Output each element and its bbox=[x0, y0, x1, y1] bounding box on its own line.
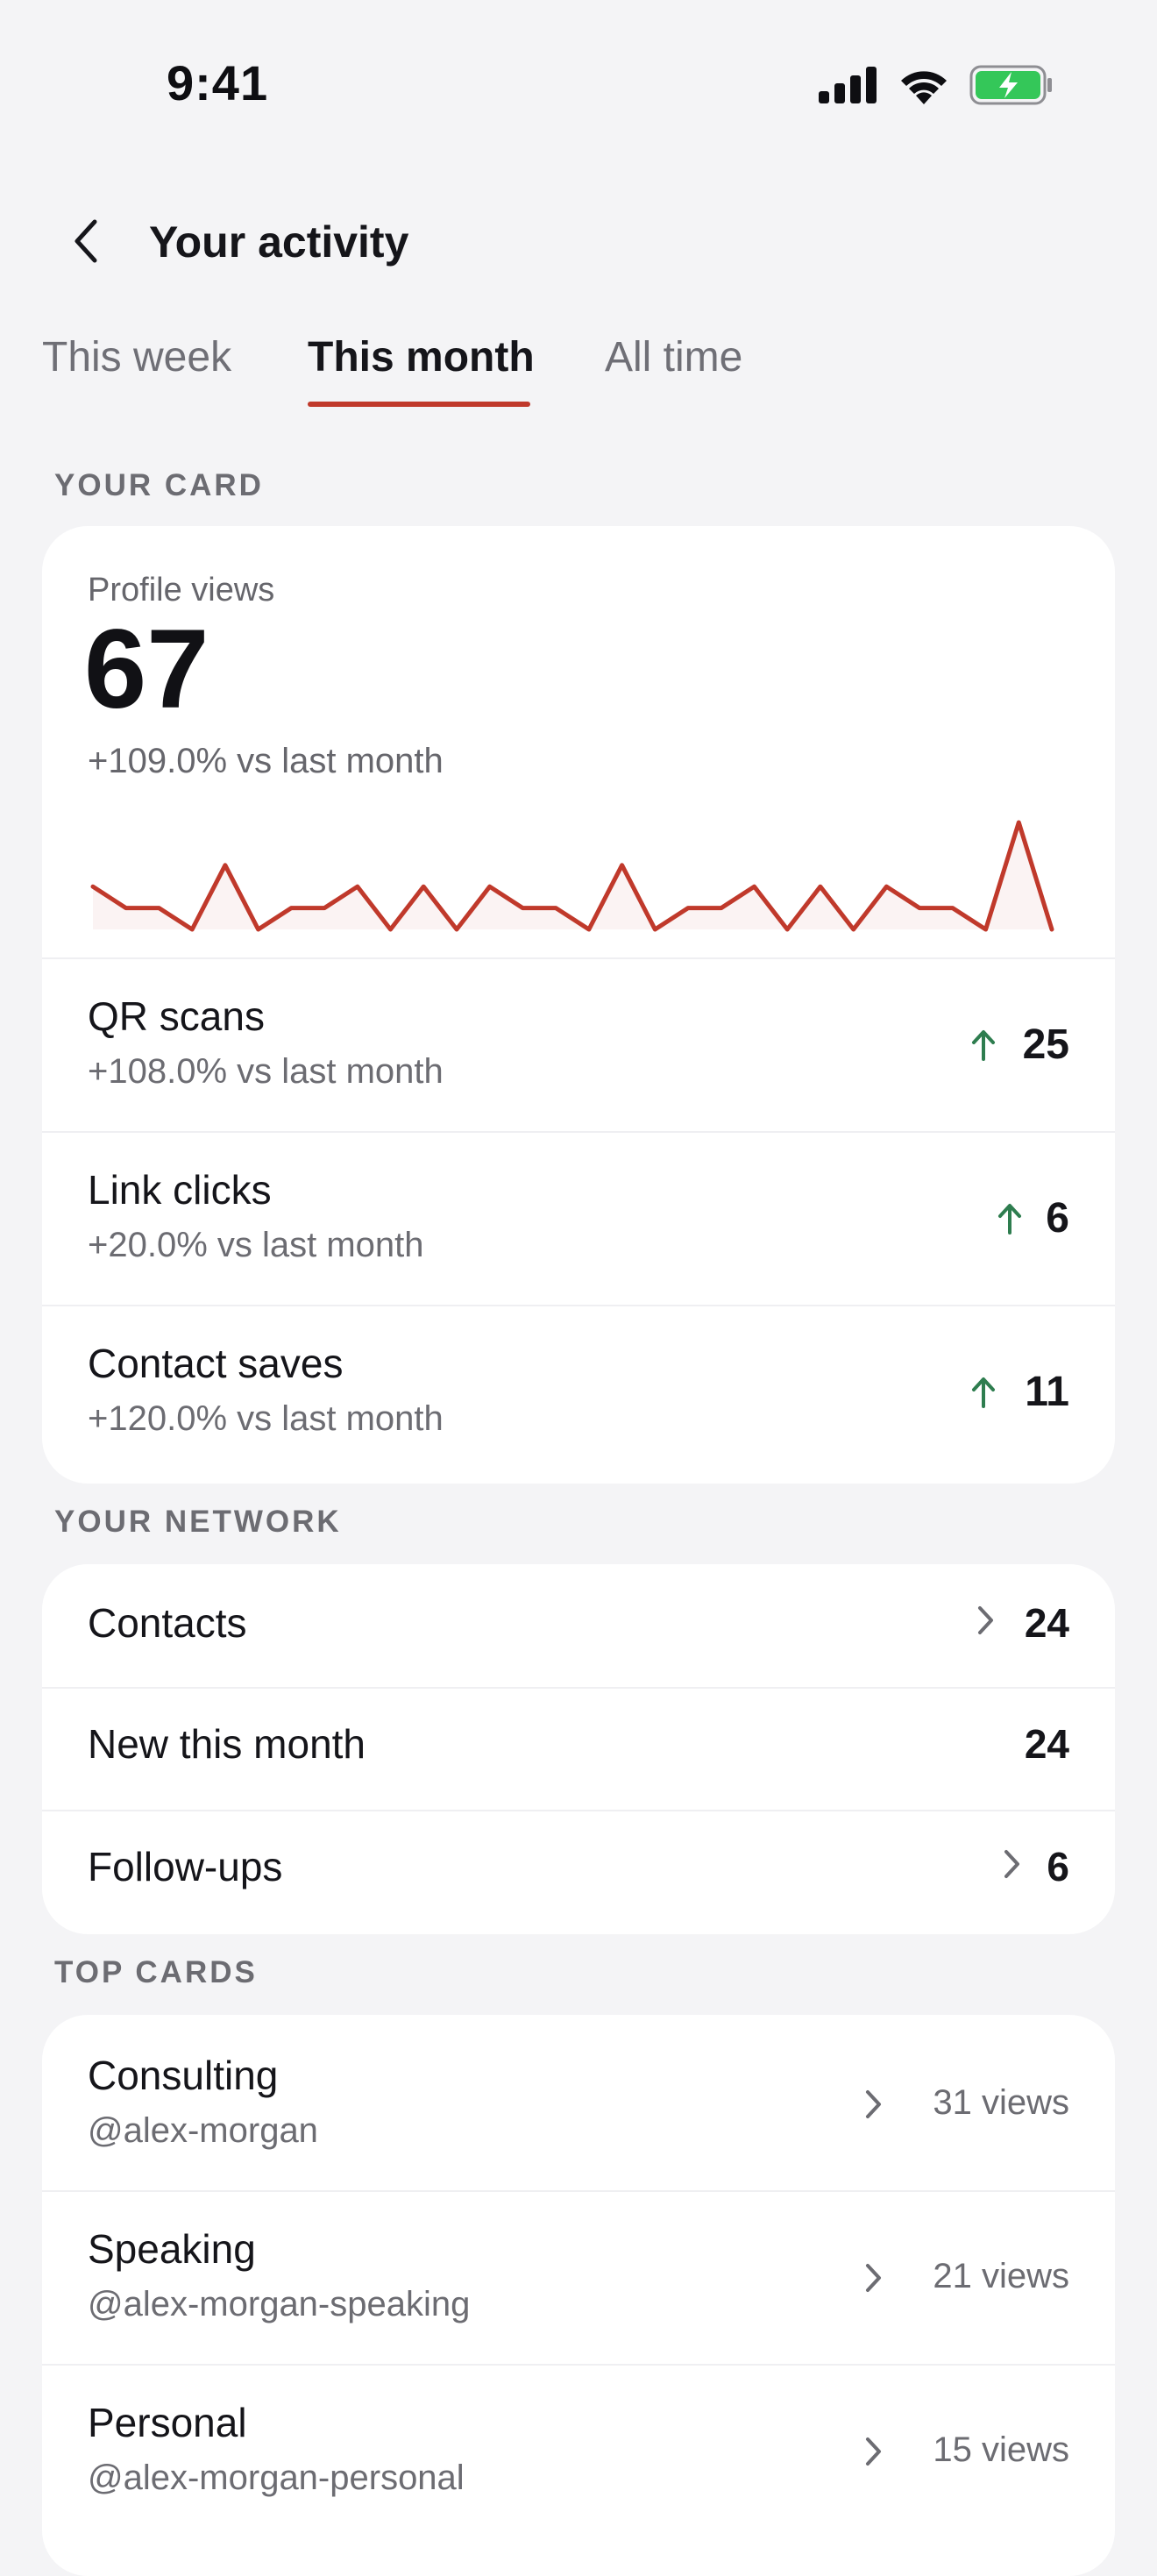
row-value: 24 bbox=[1024, 1600, 1069, 1646]
metric-title: Link clicks bbox=[88, 1167, 272, 1213]
metric-title: QR scans bbox=[88, 993, 265, 1039]
row-title: Contacts bbox=[88, 1600, 247, 1646]
top-card-views: 31 views bbox=[933, 2083, 1069, 2122]
arrow-up-icon bbox=[972, 1030, 995, 1061]
divider bbox=[42, 1810, 1115, 1811]
divider bbox=[42, 2364, 1115, 2366]
profile-views-label: Profile views bbox=[88, 572, 275, 608]
your-card-stats: Profile views 67 +109.0% vs last month Q… bbox=[42, 526, 1115, 1484]
chevron-right-icon bbox=[866, 2264, 881, 2292]
sparkline-area bbox=[93, 822, 1052, 929]
tab-this-month[interactable]: This month bbox=[308, 334, 535, 381]
top-cards-list: Consulting @alex-morgan 31 views Speakin… bbox=[42, 2015, 1115, 2576]
section-label-your-card: YOUR CARD bbox=[54, 468, 264, 502]
divider bbox=[42, 1131, 1115, 1133]
top-card-views: 21 views bbox=[933, 2257, 1069, 2295]
metric-value: 6 bbox=[1046, 1195, 1069, 1242]
top-card-title: Speaking bbox=[88, 2226, 256, 2272]
divider bbox=[42, 1305, 1115, 1306]
top-card-views: 15 views bbox=[933, 2430, 1069, 2469]
divider bbox=[42, 2190, 1115, 2192]
top-card-title: Personal bbox=[88, 2400, 247, 2445]
metric-value: 11 bbox=[1025, 1369, 1069, 1415]
profile-views-change: +109.0% vs last month bbox=[88, 742, 444, 780]
profile-views-value: 67 bbox=[84, 607, 209, 732]
top-card-title: Consulting bbox=[88, 2053, 279, 2098]
arrow-up-icon bbox=[998, 1204, 1021, 1235]
battery-charging-icon bbox=[969, 65, 1052, 105]
header: Your activity bbox=[0, 197, 1157, 285]
chevron-right-icon bbox=[866, 2090, 881, 2118]
chevron-right-icon bbox=[866, 2437, 881, 2466]
metric-change: +108.0% vs last month bbox=[88, 1052, 444, 1091]
chevron-right-icon bbox=[978, 1606, 993, 1634]
your-network-card: Contacts 24 New this month 24 Follow-ups… bbox=[42, 1564, 1115, 1934]
metric-change: +120.0% vs last month bbox=[88, 1399, 444, 1438]
top-card-handle: @alex-morgan-personal bbox=[88, 2459, 465, 2497]
status-time: 9:41 bbox=[167, 55, 269, 110]
section-label-top-cards: TOP CARDS bbox=[54, 1955, 258, 1989]
chevron-left-icon bbox=[75, 219, 97, 263]
status-icons bbox=[819, 65, 1054, 105]
section-label-your-network: YOUR NETWORK bbox=[54, 1505, 342, 1539]
active-tab-indicator bbox=[308, 402, 530, 407]
period-tabs: This week This month All time bbox=[0, 324, 1157, 412]
top-card-handle: @alex-morgan bbox=[88, 2111, 318, 2150]
row-title: New this month bbox=[88, 1721, 366, 1767]
tab-all-time[interactable]: All time bbox=[605, 334, 743, 381]
row-value: 24 bbox=[1024, 1721, 1069, 1767]
metric-title: Contact saves bbox=[88, 1341, 344, 1386]
divider bbox=[42, 957, 1115, 959]
chevron-right-icon bbox=[1004, 1850, 1019, 1878]
arrow-up-icon bbox=[972, 1377, 995, 1408]
tab-this-week[interactable]: This week bbox=[42, 334, 232, 381]
row-title: Follow-ups bbox=[88, 1844, 283, 1889]
wifi-icon bbox=[901, 71, 947, 104]
page-title: Your activity bbox=[149, 217, 409, 267]
top-card-handle: @alex-morgan-speaking bbox=[88, 2285, 471, 2323]
status-bar: 9:41 bbox=[0, 0, 1157, 167]
metric-change: +20.0% vs last month bbox=[88, 1226, 424, 1264]
profile-views-sparkline bbox=[90, 820, 1054, 932]
sparkline-line bbox=[90, 820, 1054, 932]
back-button[interactable] bbox=[51, 206, 121, 276]
metric-value: 25 bbox=[1022, 1021, 1069, 1068]
row-value: 6 bbox=[1047, 1844, 1069, 1889]
signal-icon bbox=[819, 67, 877, 103]
divider bbox=[42, 1687, 1115, 1689]
